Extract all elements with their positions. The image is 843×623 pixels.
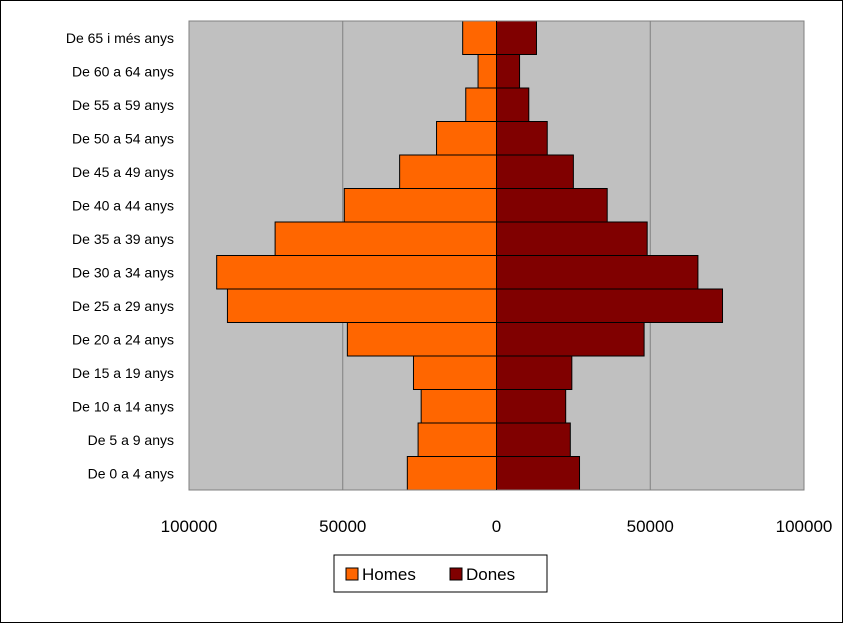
category-label: De 40 a 44 anys	[72, 197, 174, 213]
bar-dones-7	[497, 222, 648, 256]
x-tick-label: 50000	[627, 517, 674, 536]
bar-homes-5	[227, 289, 496, 323]
category-label: De 45 a 49 anys	[72, 164, 174, 180]
category-label: De 0 a 4 anys	[88, 465, 174, 481]
bar-homes-9	[400, 155, 497, 189]
bar-dones-2	[497, 390, 566, 424]
bar-homes-1	[418, 423, 496, 457]
bar-homes-7	[275, 222, 496, 256]
category-label: De 65 i més anys	[66, 30, 174, 46]
bar-homes-11	[466, 88, 497, 122]
category-label: De 15 a 19 anys	[72, 365, 174, 381]
bar-homes-4	[347, 323, 496, 357]
x-tick-label: 100000	[161, 517, 218, 536]
bar-dones-5	[497, 289, 723, 323]
bar-dones-13	[497, 21, 537, 55]
category-label: De 55 a 59 anys	[72, 97, 174, 113]
bar-homes-13	[463, 21, 497, 55]
category-label: De 60 a 64 anys	[72, 63, 174, 79]
bar-dones-8	[497, 189, 608, 223]
legend-swatch-homes	[346, 568, 358, 580]
x-tick-label: 0	[492, 517, 501, 536]
category-labels: De 0 a 4 anys De 5 a 9 anys De 10 a 14 any…	[66, 30, 174, 482]
bar-dones-0	[497, 457, 580, 491]
bar-dones-10	[497, 122, 548, 156]
bar-homes-12	[478, 55, 496, 89]
bar-dones-3	[497, 356, 572, 390]
bar-dones-9	[497, 155, 574, 189]
bar-dones-12	[497, 55, 520, 89]
category-label: De 25 a 29 anys	[72, 298, 174, 314]
bar-homes-3	[413, 356, 496, 390]
legend-label-homes: Homes	[362, 565, 416, 584]
bar-homes-2	[421, 390, 496, 424]
category-label: De 20 a 24 anys	[72, 331, 174, 347]
bar-dones-11	[497, 88, 529, 122]
category-label: De 35 a 39 anys	[72, 231, 174, 247]
legend-label-dones: Dones	[466, 565, 515, 584]
bar-homes-8	[344, 189, 496, 223]
category-label: De 50 a 54 anys	[72, 130, 174, 146]
legend-swatch-dones	[450, 568, 462, 580]
x-tick-label: 100000	[776, 517, 833, 536]
bar-dones-4	[497, 323, 645, 357]
category-label: De 5 a 9 anys	[88, 432, 174, 448]
bar-homes-10	[437, 122, 497, 156]
x-tick-label: 50000	[319, 517, 366, 536]
bar-homes-6	[217, 256, 497, 290]
legend: Homes Dones	[334, 555, 547, 592]
category-label: De 10 a 14 anys	[72, 398, 174, 414]
category-label: De 30 a 34 anys	[72, 264, 174, 280]
bar-dones-6	[497, 256, 698, 290]
bar-homes-0	[407, 457, 496, 491]
bar-dones-1	[497, 423, 571, 457]
x-tick-labels: 100000 50000 0 50000 100000	[161, 517, 833, 536]
